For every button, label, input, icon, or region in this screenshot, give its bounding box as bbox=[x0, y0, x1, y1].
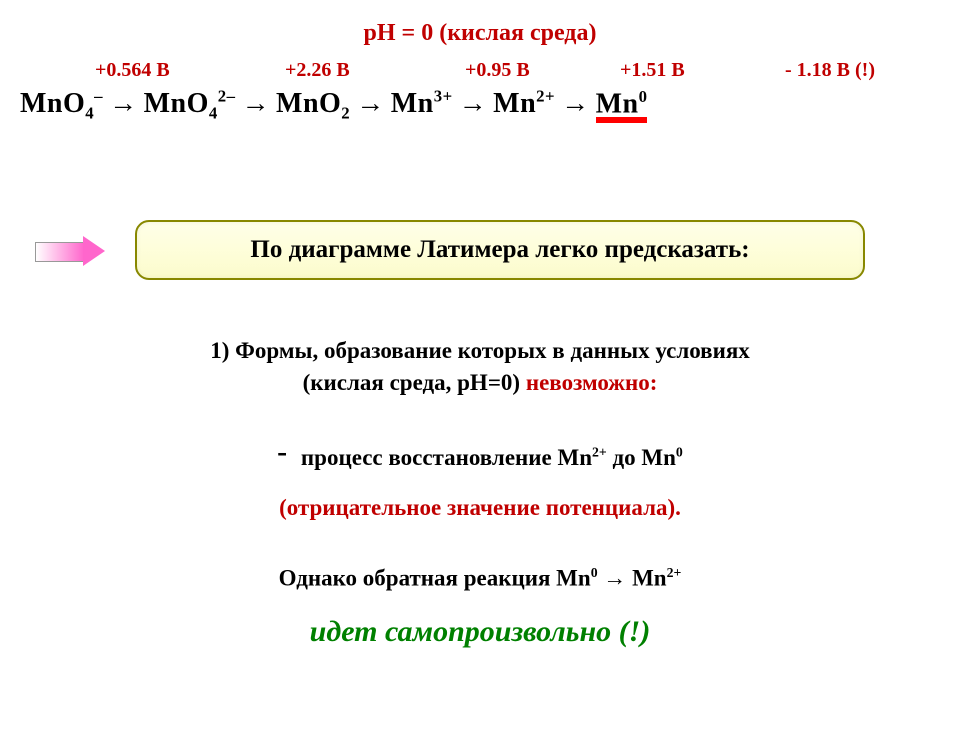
species: Mn2+ bbox=[493, 88, 555, 119]
arrow-icon: → bbox=[109, 88, 138, 120]
species: MnO2 bbox=[276, 88, 350, 119]
potential-label: +0.564 В bbox=[95, 59, 170, 82]
slide-header: pH = 0 (кислая среда) bbox=[0, 20, 960, 47]
gradient-arrow-icon bbox=[35, 236, 105, 266]
spontaneous-note: идет самопроизвольно (!) bbox=[60, 615, 900, 649]
point-1-line2-red: невозможно: bbox=[526, 370, 658, 395]
species: MnO4– bbox=[20, 88, 103, 119]
species: Mn3+ bbox=[391, 88, 453, 119]
arrow-icon: → bbox=[356, 88, 385, 120]
dash-text: процесс восстановление Mn2+ до Mn0 bbox=[301, 445, 683, 470]
species: MnO42– bbox=[144, 88, 236, 119]
point-1: 1) Формы, образование которых в данных у… bbox=[60, 335, 900, 399]
arrow-icon: → bbox=[459, 88, 488, 120]
callout-box: По диаграмме Латимера легко предсказать: bbox=[135, 220, 865, 280]
species: Mn0 bbox=[596, 89, 648, 123]
reverse-reaction-note: Однако обратная реакция Mn0 → Mn2+ bbox=[60, 565, 900, 592]
point-1-line1: 1) Формы, образование которых в данных у… bbox=[210, 338, 750, 363]
species-sequence: MnO4– → MnO42– → MnO2 → Mn3+ → Mn2+ → Mn… bbox=[20, 87, 940, 124]
latimer-diagram: +0.564 В+2.26 В+0.95 В+1.51 В- 1.18 В (!… bbox=[20, 87, 940, 124]
potential-label: +1.51 В bbox=[620, 59, 685, 82]
arrow-icon: → bbox=[561, 88, 590, 120]
dash-line: - процесс восстановление Mn2+ до Mn0 bbox=[120, 435, 840, 471]
arrow-icon: → bbox=[242, 88, 271, 120]
point-1-line2-black: (кислая среда, pH=0) bbox=[303, 370, 526, 395]
potential-label: +0.95 В bbox=[465, 59, 530, 82]
potential-label: - 1.18 В (!) bbox=[785, 59, 875, 82]
negative-potential-note: (отрицательное значение потенциала). bbox=[60, 495, 900, 521]
dash-icon: - bbox=[277, 435, 287, 468]
potential-label: +2.26 В bbox=[285, 59, 350, 82]
